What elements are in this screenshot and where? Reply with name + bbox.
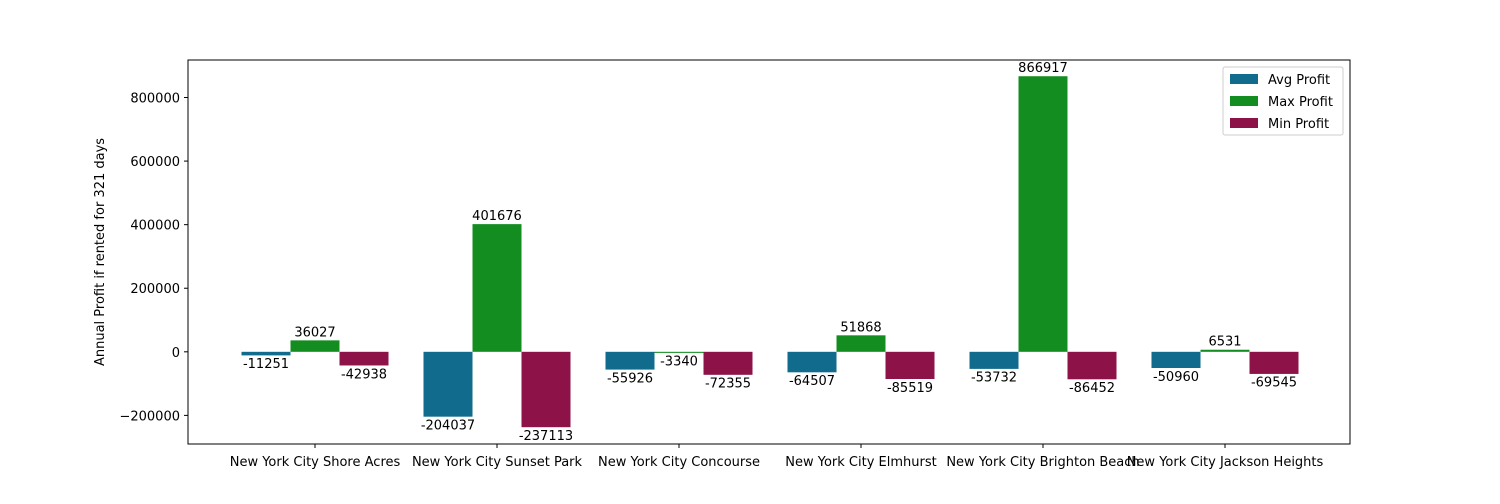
legend-label: Max Profit bbox=[1268, 95, 1333, 110]
data-label: -50960 bbox=[1153, 370, 1199, 385]
data-label: -85519 bbox=[887, 381, 933, 396]
legend-swatch bbox=[1230, 74, 1258, 84]
x-axis: New York City Shore Acres New York City S… bbox=[230, 444, 1324, 470]
data-label: -204037 bbox=[421, 418, 475, 433]
legend-swatch bbox=[1230, 96, 1258, 106]
legend-label: Min Profit bbox=[1268, 117, 1329, 132]
bar bbox=[885, 351, 935, 379]
y-tick-label: 200000 bbox=[130, 282, 180, 297]
data-label: 6531 bbox=[1208, 335, 1241, 350]
x-tick-label: New York City Jackson Heights bbox=[1127, 455, 1324, 470]
data-label: -72355 bbox=[705, 377, 751, 392]
x-tick-label: New York City Brighton Beach bbox=[946, 455, 1139, 470]
x-tick-label: New York City Concourse bbox=[598, 455, 760, 470]
data-label: -237113 bbox=[519, 429, 573, 444]
data-label: -3340 bbox=[660, 355, 698, 370]
bar bbox=[339, 351, 389, 366]
bar bbox=[605, 351, 655, 370]
data-labels-layer: -11251 -204037 -55926 -64507 -53732 -50960 360… bbox=[243, 61, 1297, 444]
bar bbox=[1067, 351, 1117, 380]
data-label: 36027 bbox=[294, 325, 335, 340]
data-label: -53732 bbox=[971, 371, 1017, 386]
bar bbox=[290, 340, 340, 352]
x-tick-label: New York City Elmhurst bbox=[785, 455, 936, 470]
data-label: -55926 bbox=[607, 371, 653, 386]
bar bbox=[703, 351, 753, 375]
data-label: -86452 bbox=[1069, 381, 1115, 396]
data-label: 866917 bbox=[1018, 61, 1068, 76]
x-tick-label: New York City Shore Acres bbox=[230, 455, 401, 470]
bars-layer bbox=[241, 76, 1299, 428]
y-axis: −200000 0 200000 400000 600000 800000 bbox=[119, 92, 188, 424]
bar bbox=[836, 335, 886, 352]
data-label: -64507 bbox=[789, 374, 835, 389]
y-tick-label: −200000 bbox=[119, 409, 180, 424]
legend: Avg Profit Max Profit Min Profit bbox=[1222, 66, 1344, 136]
bar bbox=[1200, 349, 1250, 352]
plot-frame bbox=[187, 59, 1351, 445]
legend-swatch bbox=[1230, 118, 1258, 128]
y-tick-label: 600000 bbox=[130, 155, 180, 170]
y-tick-label: 400000 bbox=[130, 219, 180, 234]
bar bbox=[787, 351, 837, 373]
bar bbox=[1018, 76, 1068, 352]
data-label: -11251 bbox=[243, 357, 289, 372]
bar bbox=[423, 351, 473, 417]
data-label: -69545 bbox=[1251, 376, 1297, 391]
data-label: -42938 bbox=[341, 367, 387, 382]
bar bbox=[1151, 351, 1201, 369]
bar bbox=[472, 224, 522, 352]
bar bbox=[521, 351, 571, 428]
y-tick-label: 0 bbox=[172, 346, 180, 361]
bar bbox=[241, 351, 291, 356]
bar bbox=[969, 351, 1019, 369]
y-axis-label: Annual Profit if rented for 321 days bbox=[93, 138, 108, 366]
data-label: 51868 bbox=[840, 320, 881, 335]
bar bbox=[654, 351, 704, 353]
legend-label: Avg Profit bbox=[1268, 73, 1330, 88]
x-tick-label: New York City Sunset Park bbox=[412, 455, 583, 470]
data-label: 401676 bbox=[472, 209, 522, 224]
bar bbox=[1249, 351, 1299, 374]
y-tick-label: 800000 bbox=[130, 92, 180, 107]
